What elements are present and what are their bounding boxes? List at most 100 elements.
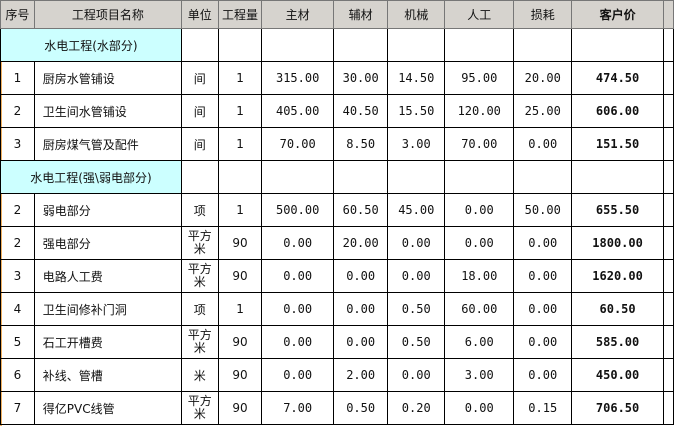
cell-name[interactable]: 补线、管槽	[33, 358, 182, 392]
cell-name[interactable]: 电路人工费	[33, 259, 182, 293]
cell-client-price[interactable]: 60.50	[571, 292, 665, 326]
cell-labor[interactable]: 0.00	[444, 193, 515, 227]
cell-unit[interactable]: 间	[180, 94, 219, 128]
cell-machinery[interactable]: 0.00	[387, 259, 446, 293]
empty-cell[interactable]	[261, 28, 334, 62]
cell-name[interactable]: 弱电部分	[33, 193, 182, 227]
empty-cell[interactable]	[217, 160, 263, 194]
cell-labor[interactable]: 0.00	[444, 226, 515, 260]
cell-labor[interactable]: 0.00	[444, 391, 515, 425]
cell-seq[interactable]: 2	[0, 193, 35, 227]
cell-main-material[interactable]: 405.00	[261, 94, 334, 128]
cell-client-price[interactable]: 474.50	[571, 61, 665, 95]
empty-cell[interactable]	[663, 160, 674, 194]
cell-unit[interactable]: 间	[180, 127, 219, 161]
cell-labor[interactable]: 95.00	[444, 61, 515, 95]
cell-name[interactable]: 石工开槽费	[33, 325, 182, 359]
cell-machinery[interactable]: 3.00	[387, 127, 446, 161]
cell-qty[interactable]: 1	[217, 292, 263, 326]
cell-main-material[interactable]: 500.00	[261, 193, 334, 227]
cell-aux-material[interactable]: 30.00	[332, 61, 389, 95]
cell-aux-material[interactable]: 2.00	[332, 358, 389, 392]
cell-seq[interactable]: 4	[0, 292, 35, 326]
cell-name[interactable]: 卫生间水管铺设	[33, 94, 182, 128]
cell-labor[interactable]: 6.00	[444, 325, 515, 359]
header-extra[interactable]	[663, 0, 674, 29]
cell-client-price[interactable]: 706.50	[571, 391, 665, 425]
empty-cell[interactable]	[332, 28, 389, 62]
cell-aux-material[interactable]: 0.00	[332, 259, 389, 293]
cell-aux-material[interactable]: 60.50	[332, 193, 389, 227]
empty-cell[interactable]	[663, 61, 674, 95]
header-aux-material[interactable]: 辅材	[332, 0, 389, 29]
cell-aux-material[interactable]: 0.50	[332, 391, 389, 425]
empty-cell[interactable]	[444, 28, 515, 62]
cell-machinery[interactable]: 0.20	[387, 391, 446, 425]
empty-cell[interactable]	[444, 160, 515, 194]
cell-main-material[interactable]: 70.00	[261, 127, 334, 161]
empty-cell[interactable]	[663, 94, 674, 128]
cell-name[interactable]: 强电部分	[33, 226, 182, 260]
cell-client-price[interactable]: 450.00	[571, 358, 665, 392]
empty-cell[interactable]	[261, 160, 334, 194]
cell-unit[interactable]: 项	[180, 193, 219, 227]
empty-cell[interactable]	[571, 28, 665, 62]
cell-name[interactable]: 得亿PVC线管	[33, 391, 182, 425]
header-qty[interactable]: 工程量	[217, 0, 263, 29]
header-machinery[interactable]: 机械	[387, 0, 446, 29]
cell-loss[interactable]: 0.00	[513, 325, 573, 359]
header-seq[interactable]: 序号	[0, 0, 35, 29]
cell-aux-material[interactable]: 8.50	[332, 127, 389, 161]
cell-unit[interactable]: 项	[180, 292, 219, 326]
cell-qty[interactable]: 1	[217, 61, 263, 95]
cell-seq[interactable]: 3	[0, 259, 35, 293]
empty-cell[interactable]	[663, 28, 674, 62]
cell-loss[interactable]: 0.00	[513, 292, 573, 326]
cell-loss[interactable]: 50.00	[513, 193, 573, 227]
cell-unit[interactable]: 间	[180, 61, 219, 95]
cell-qty[interactable]: 1	[217, 94, 263, 128]
header-client-price[interactable]: 客户价	[571, 0, 665, 29]
empty-cell[interactable]	[663, 193, 674, 227]
cell-aux-material[interactable]: 20.00	[332, 226, 389, 260]
cell-main-material[interactable]: 315.00	[261, 61, 334, 95]
cell-qty[interactable]: 1	[217, 127, 263, 161]
cell-client-price[interactable]: 585.00	[571, 325, 665, 359]
empty-cell[interactable]	[663, 127, 674, 161]
cell-client-price[interactable]: 151.50	[571, 127, 665, 161]
cell-loss[interactable]: 0.00	[513, 226, 573, 260]
cell-aux-material[interactable]: 40.50	[332, 94, 389, 128]
cell-main-material[interactable]: 0.00	[261, 292, 334, 326]
cell-client-price[interactable]: 1620.00	[571, 259, 665, 293]
cell-labor[interactable]: 70.00	[444, 127, 515, 161]
cell-loss[interactable]: 0.15	[513, 391, 573, 425]
empty-cell[interactable]	[180, 160, 219, 194]
empty-cell[interactable]	[571, 160, 665, 194]
cell-seq[interactable]: 7	[0, 391, 35, 425]
cell-main-material[interactable]: 0.00	[261, 325, 334, 359]
cell-machinery[interactable]: 15.50	[387, 94, 446, 128]
cell-seq[interactable]: 6	[0, 358, 35, 392]
empty-cell[interactable]	[180, 28, 219, 62]
cell-loss[interactable]: 0.00	[513, 259, 573, 293]
cell-loss[interactable]: 20.00	[513, 61, 573, 95]
cell-name[interactable]: 厨房煤气管及配件	[33, 127, 182, 161]
cell-unit[interactable]: 平方米	[180, 259, 219, 293]
empty-cell[interactable]	[663, 226, 674, 260]
empty-cell[interactable]	[513, 160, 573, 194]
cell-qty[interactable]: 90	[217, 226, 263, 260]
cell-qty[interactable]: 90	[217, 391, 263, 425]
cell-aux-material[interactable]: 0.00	[332, 292, 389, 326]
header-loss[interactable]: 损耗	[513, 0, 573, 29]
header-unit[interactable]: 单位	[180, 0, 219, 29]
empty-cell[interactable]	[663, 358, 674, 392]
cell-qty[interactable]: 90	[217, 259, 263, 293]
cell-aux-material[interactable]: 0.00	[332, 325, 389, 359]
cell-machinery[interactable]: 14.50	[387, 61, 446, 95]
cell-machinery[interactable]: 45.00	[387, 193, 446, 227]
cell-machinery[interactable]: 0.00	[387, 226, 446, 260]
empty-cell[interactable]	[217, 28, 263, 62]
cell-loss[interactable]: 25.00	[513, 94, 573, 128]
cell-client-price[interactable]: 655.50	[571, 193, 665, 227]
cell-qty[interactable]: 1	[217, 193, 263, 227]
